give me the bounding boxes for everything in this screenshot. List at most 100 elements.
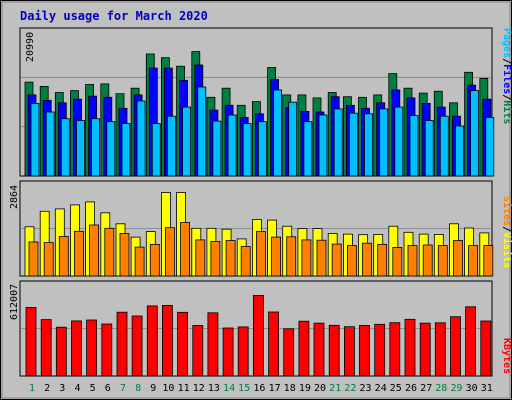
kbytes-bar-21: [328, 324, 340, 377]
kbytes-bar-15: [237, 326, 249, 377]
kbytes-bar-25: [389, 322, 401, 377]
sites-bar-13: [210, 240, 221, 277]
pages-bar-4: [76, 120, 85, 177]
pages-bar-18: [288, 101, 298, 177]
x-tick-label-9: 9: [150, 383, 156, 394]
x-tick-label-23: 23: [359, 383, 371, 394]
kbytes-bar-12: [192, 325, 204, 377]
legend-sep-3: /: [501, 226, 512, 232]
x-tick-label-19: 19: [299, 383, 311, 394]
x-tick-label-16: 16: [253, 383, 265, 394]
pages-bar-5: [91, 118, 100, 177]
kbytes-bar-26: [404, 318, 416, 377]
pages-bar-13: [212, 120, 222, 177]
sites-bar-2: [43, 242, 54, 277]
kbytes-bar-10: [161, 304, 173, 377]
visits-panel-legend: Sites/Visits: [501, 196, 512, 268]
x-tick-label-21: 21: [329, 383, 341, 394]
pages-bar-21: [333, 108, 343, 177]
sites-bar-24: [377, 243, 388, 277]
x-tick-label-27: 27: [420, 383, 432, 394]
pages-bar-8: [136, 100, 146, 177]
x-tick-label-7: 7: [120, 383, 126, 394]
sites-bar-11: [180, 222, 191, 277]
sites-bar-10: [164, 227, 175, 277]
hits-panel-legend: Pages/Files/Hits: [501, 28, 512, 124]
kbytes-bar-29: [450, 316, 461, 377]
sites-bar-18: [286, 236, 297, 277]
legend-sep-1: /: [501, 58, 512, 64]
x-tick-label-15: 15: [238, 383, 250, 394]
sites-bar-12: [195, 239, 206, 277]
sites-bar-5: [89, 224, 99, 277]
pages-bar-11: [182, 106, 192, 177]
kbytes-bar-17: [268, 311, 280, 377]
sites-bar-25: [392, 246, 403, 277]
sites-bar-6: [104, 227, 115, 277]
hits-ymax-label: 20990: [25, 32, 36, 62]
pages-bar-3: [60, 118, 70, 177]
pages-bar-24: [379, 108, 389, 177]
legend-files: Files: [501, 64, 512, 94]
visits-ymax-label: 2864: [9, 185, 20, 209]
pages-bar-30: [470, 90, 480, 177]
sites-bar-28: [437, 245, 448, 277]
kbytes-bar-9: [146, 305, 158, 377]
kbytes-bar-1: [25, 306, 37, 377]
pages-bar-22: [348, 112, 358, 177]
pages-bar-23: [364, 113, 373, 177]
x-tick-label-12: 12: [193, 383, 205, 394]
kbytes-bar-3: [55, 326, 67, 377]
pages-bar-29: [455, 125, 464, 177]
kbytes-bar-27: [419, 322, 431, 377]
x-tick-label-31: 31: [481, 383, 493, 394]
pages-bar-9: [151, 123, 161, 177]
legend-sep-2: /: [501, 94, 512, 100]
kbytes-bar-7: [116, 311, 128, 377]
sites-bar-26: [407, 245, 418, 277]
pages-bar-2: [45, 111, 55, 177]
sites-bar-7: [119, 233, 130, 277]
x-tick-label-29: 29: [450, 383, 462, 394]
kbytes-bar-31: [480, 320, 492, 377]
x-tick-label-26: 26: [405, 383, 417, 394]
pages-bar-27: [424, 120, 434, 177]
sites-bar-20: [316, 239, 327, 277]
kbytes-bar-18: [283, 328, 295, 377]
kbytes-bar-22: [343, 326, 355, 377]
kbytes-bar-19: [298, 320, 310, 377]
x-tick-label-3: 3: [59, 383, 65, 394]
pages-bar-20: [318, 114, 328, 177]
kbytes-bar-24: [374, 323, 386, 377]
x-tick-label-17: 17: [269, 383, 281, 394]
sites-bar-21: [331, 243, 342, 277]
pages-bar-25: [394, 106, 404, 177]
pages-bar-19: [303, 121, 313, 177]
sites-bar-27: [422, 244, 433, 277]
kbytes-bar-28: [434, 322, 446, 377]
x-tick-label-28: 28: [435, 383, 447, 394]
sites-bar-30: [468, 245, 479, 277]
kbytes-bar-8: [131, 315, 143, 377]
sites-bar-8: [134, 246, 145, 277]
kbytes-bar-30: [465, 306, 477, 377]
sites-bar-3: [58, 236, 69, 277]
x-tick-label-24: 24: [375, 383, 387, 394]
sites-bar-19: [301, 239, 312, 277]
legend-pages: Pages: [501, 28, 512, 58]
kbytes-panel-legend: KBytes: [501, 338, 512, 374]
x-tick-label-18: 18: [284, 383, 296, 394]
x-tick-label-22: 22: [344, 383, 356, 394]
pages-bar-31: [485, 117, 495, 177]
pages-bar-6: [106, 121, 116, 177]
kbytes-bar-13: [207, 312, 219, 377]
x-tick-label-2: 2: [44, 383, 50, 394]
legend-visits: Visits: [501, 232, 512, 268]
kbytes-bar-16: [252, 294, 264, 377]
x-tick-label-8: 8: [135, 383, 141, 394]
x-tick-label-30: 30: [466, 383, 478, 394]
sites-bar-29: [453, 240, 463, 277]
sites-bar-16: [255, 231, 266, 277]
x-tick-label-25: 25: [390, 383, 402, 394]
